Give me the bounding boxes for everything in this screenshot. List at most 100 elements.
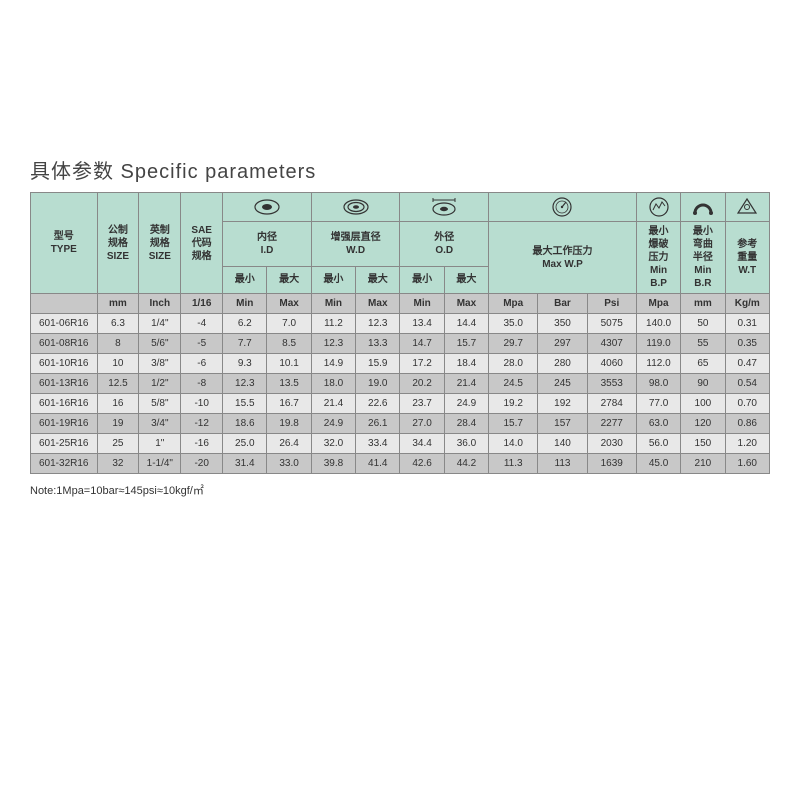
cell-type: 601-19R16 xyxy=(31,414,98,434)
unit-frac: 1/16 xyxy=(181,294,223,314)
parameters-table: 型号 TYPE 公制 规格 SIZE 英制 规格 SIZE SAE 代码 规格 xyxy=(30,192,770,474)
cell-wt: 0.31 xyxy=(725,314,769,334)
hdr-wp: 最大工作压力 Max W.P xyxy=(489,222,637,294)
table-row: 601-10R16103/8"-69.310.114.915.917.218.4… xyxy=(31,354,770,374)
cell-mm: 16 xyxy=(97,394,139,414)
cell-odmax: 24.9 xyxy=(444,394,488,414)
table-row: 601-19R16193/4"-1218.619.824.926.127.028… xyxy=(31,414,770,434)
cell-br: 210 xyxy=(681,454,725,474)
cell-type: 601-16R16 xyxy=(31,394,98,414)
footnote: Note:1Mpa=10bar≈145psi≈10kgf/㎡ xyxy=(30,482,770,498)
cell-sae: -4 xyxy=(181,314,223,334)
cell-mpa: 28.0 xyxy=(489,354,538,374)
cell-bar: 113 xyxy=(538,454,587,474)
cell-wdmin: 11.2 xyxy=(311,314,355,334)
od-icon xyxy=(400,193,489,222)
cell-wdmin: 32.0 xyxy=(311,434,355,454)
cell-inch: 1/4" xyxy=(139,314,181,334)
wt-icon xyxy=(725,193,769,222)
cell-idmax: 16.7 xyxy=(267,394,311,414)
hdr-type: 型号 TYPE xyxy=(31,193,98,294)
cell-psi: 2784 xyxy=(587,394,636,414)
unit-od-max: Max xyxy=(444,294,488,314)
cell-sae: -10 xyxy=(181,394,223,414)
unit-id-max: Max xyxy=(267,294,311,314)
cell-bar: 245 xyxy=(538,374,587,394)
cell-wdmin: 12.3 xyxy=(311,334,355,354)
cell-odmin: 13.4 xyxy=(400,314,444,334)
cell-sae: -8 xyxy=(181,374,223,394)
unit-wd-min: Min xyxy=(311,294,355,314)
cell-wdmin: 24.9 xyxy=(311,414,355,434)
cell-odmax: 44.2 xyxy=(444,454,488,474)
cell-idmin: 31.4 xyxy=(223,454,267,474)
cell-odmin: 14.7 xyxy=(400,334,444,354)
cell-type: 601-06R16 xyxy=(31,314,98,334)
cell-sae: -6 xyxy=(181,354,223,374)
cell-br: 50 xyxy=(681,314,725,334)
cell-odmax: 15.7 xyxy=(444,334,488,354)
cell-mm: 19 xyxy=(97,414,139,434)
cell-psi: 1639 xyxy=(587,454,636,474)
hdr-od-min: 最小 xyxy=(400,266,444,293)
cell-bp: 63.0 xyxy=(636,414,680,434)
cell-odmin: 42.6 xyxy=(400,454,444,474)
unit-wd-max: Max xyxy=(356,294,400,314)
cell-inch: 5/8" xyxy=(139,394,181,414)
cell-wdmax: 41.4 xyxy=(356,454,400,474)
cell-wdmax: 19.0 xyxy=(356,374,400,394)
cell-inch: 5/6" xyxy=(139,334,181,354)
cell-idmax: 10.1 xyxy=(267,354,311,374)
unit-bar: Bar xyxy=(538,294,587,314)
cell-inch: 1/2" xyxy=(139,374,181,394)
cell-bar: 192 xyxy=(538,394,587,414)
cell-mm: 25 xyxy=(97,434,139,454)
cell-bar: 140 xyxy=(538,434,587,454)
cell-inch: 1-1/4" xyxy=(139,454,181,474)
unit-id-min: Min xyxy=(223,294,267,314)
cell-idmax: 26.4 xyxy=(267,434,311,454)
hdr-od-max: 最大 xyxy=(444,266,488,293)
cell-br: 90 xyxy=(681,374,725,394)
unit-mpa: Mpa xyxy=(489,294,538,314)
cell-idmin: 15.5 xyxy=(223,394,267,414)
page-title: 具体参数 Specific parameters xyxy=(30,155,770,184)
cell-mpa: 24.5 xyxy=(489,374,538,394)
cell-mpa: 35.0 xyxy=(489,314,538,334)
cell-idmax: 7.0 xyxy=(267,314,311,334)
cell-wdmax: 15.9 xyxy=(356,354,400,374)
hdr-id: 内径 I.D xyxy=(223,222,312,267)
cell-psi: 4060 xyxy=(587,354,636,374)
cell-sae: -12 xyxy=(181,414,223,434)
hdr-bp: 最小 爆破 压力 Min B.P xyxy=(636,222,680,294)
cell-odmax: 28.4 xyxy=(444,414,488,434)
unit-mm: mm xyxy=(97,294,139,314)
cell-bp: 98.0 xyxy=(636,374,680,394)
unit-br: mm xyxy=(681,294,725,314)
unit-wt: Kg/m xyxy=(725,294,769,314)
cell-psi: 4307 xyxy=(587,334,636,354)
cell-idmin: 12.3 xyxy=(223,374,267,394)
cell-bp: 112.0 xyxy=(636,354,680,374)
cell-mm: 10 xyxy=(97,354,139,374)
cell-br: 120 xyxy=(681,414,725,434)
cell-wdmin: 14.9 xyxy=(311,354,355,374)
cell-mpa: 15.7 xyxy=(489,414,538,434)
cell-idmin: 9.3 xyxy=(223,354,267,374)
cell-psi: 3553 xyxy=(587,374,636,394)
cell-wdmax: 13.3 xyxy=(356,334,400,354)
cell-idmin: 6.2 xyxy=(223,314,267,334)
cell-odmax: 36.0 xyxy=(444,434,488,454)
unit-bp: Mpa xyxy=(636,294,680,314)
cell-odmin: 20.2 xyxy=(400,374,444,394)
cell-odmax: 14.4 xyxy=(444,314,488,334)
cell-type: 601-32R16 xyxy=(31,454,98,474)
cell-bp: 77.0 xyxy=(636,394,680,414)
cell-wdmin: 18.0 xyxy=(311,374,355,394)
cell-idmin: 25.0 xyxy=(223,434,267,454)
hdr-br: 最小 弯曲 半径 Min B.R xyxy=(681,222,725,294)
hdr-od: 外径 O.D xyxy=(400,222,489,267)
cell-mm: 32 xyxy=(97,454,139,474)
cell-psi: 2030 xyxy=(587,434,636,454)
unit-inch: Inch xyxy=(139,294,181,314)
